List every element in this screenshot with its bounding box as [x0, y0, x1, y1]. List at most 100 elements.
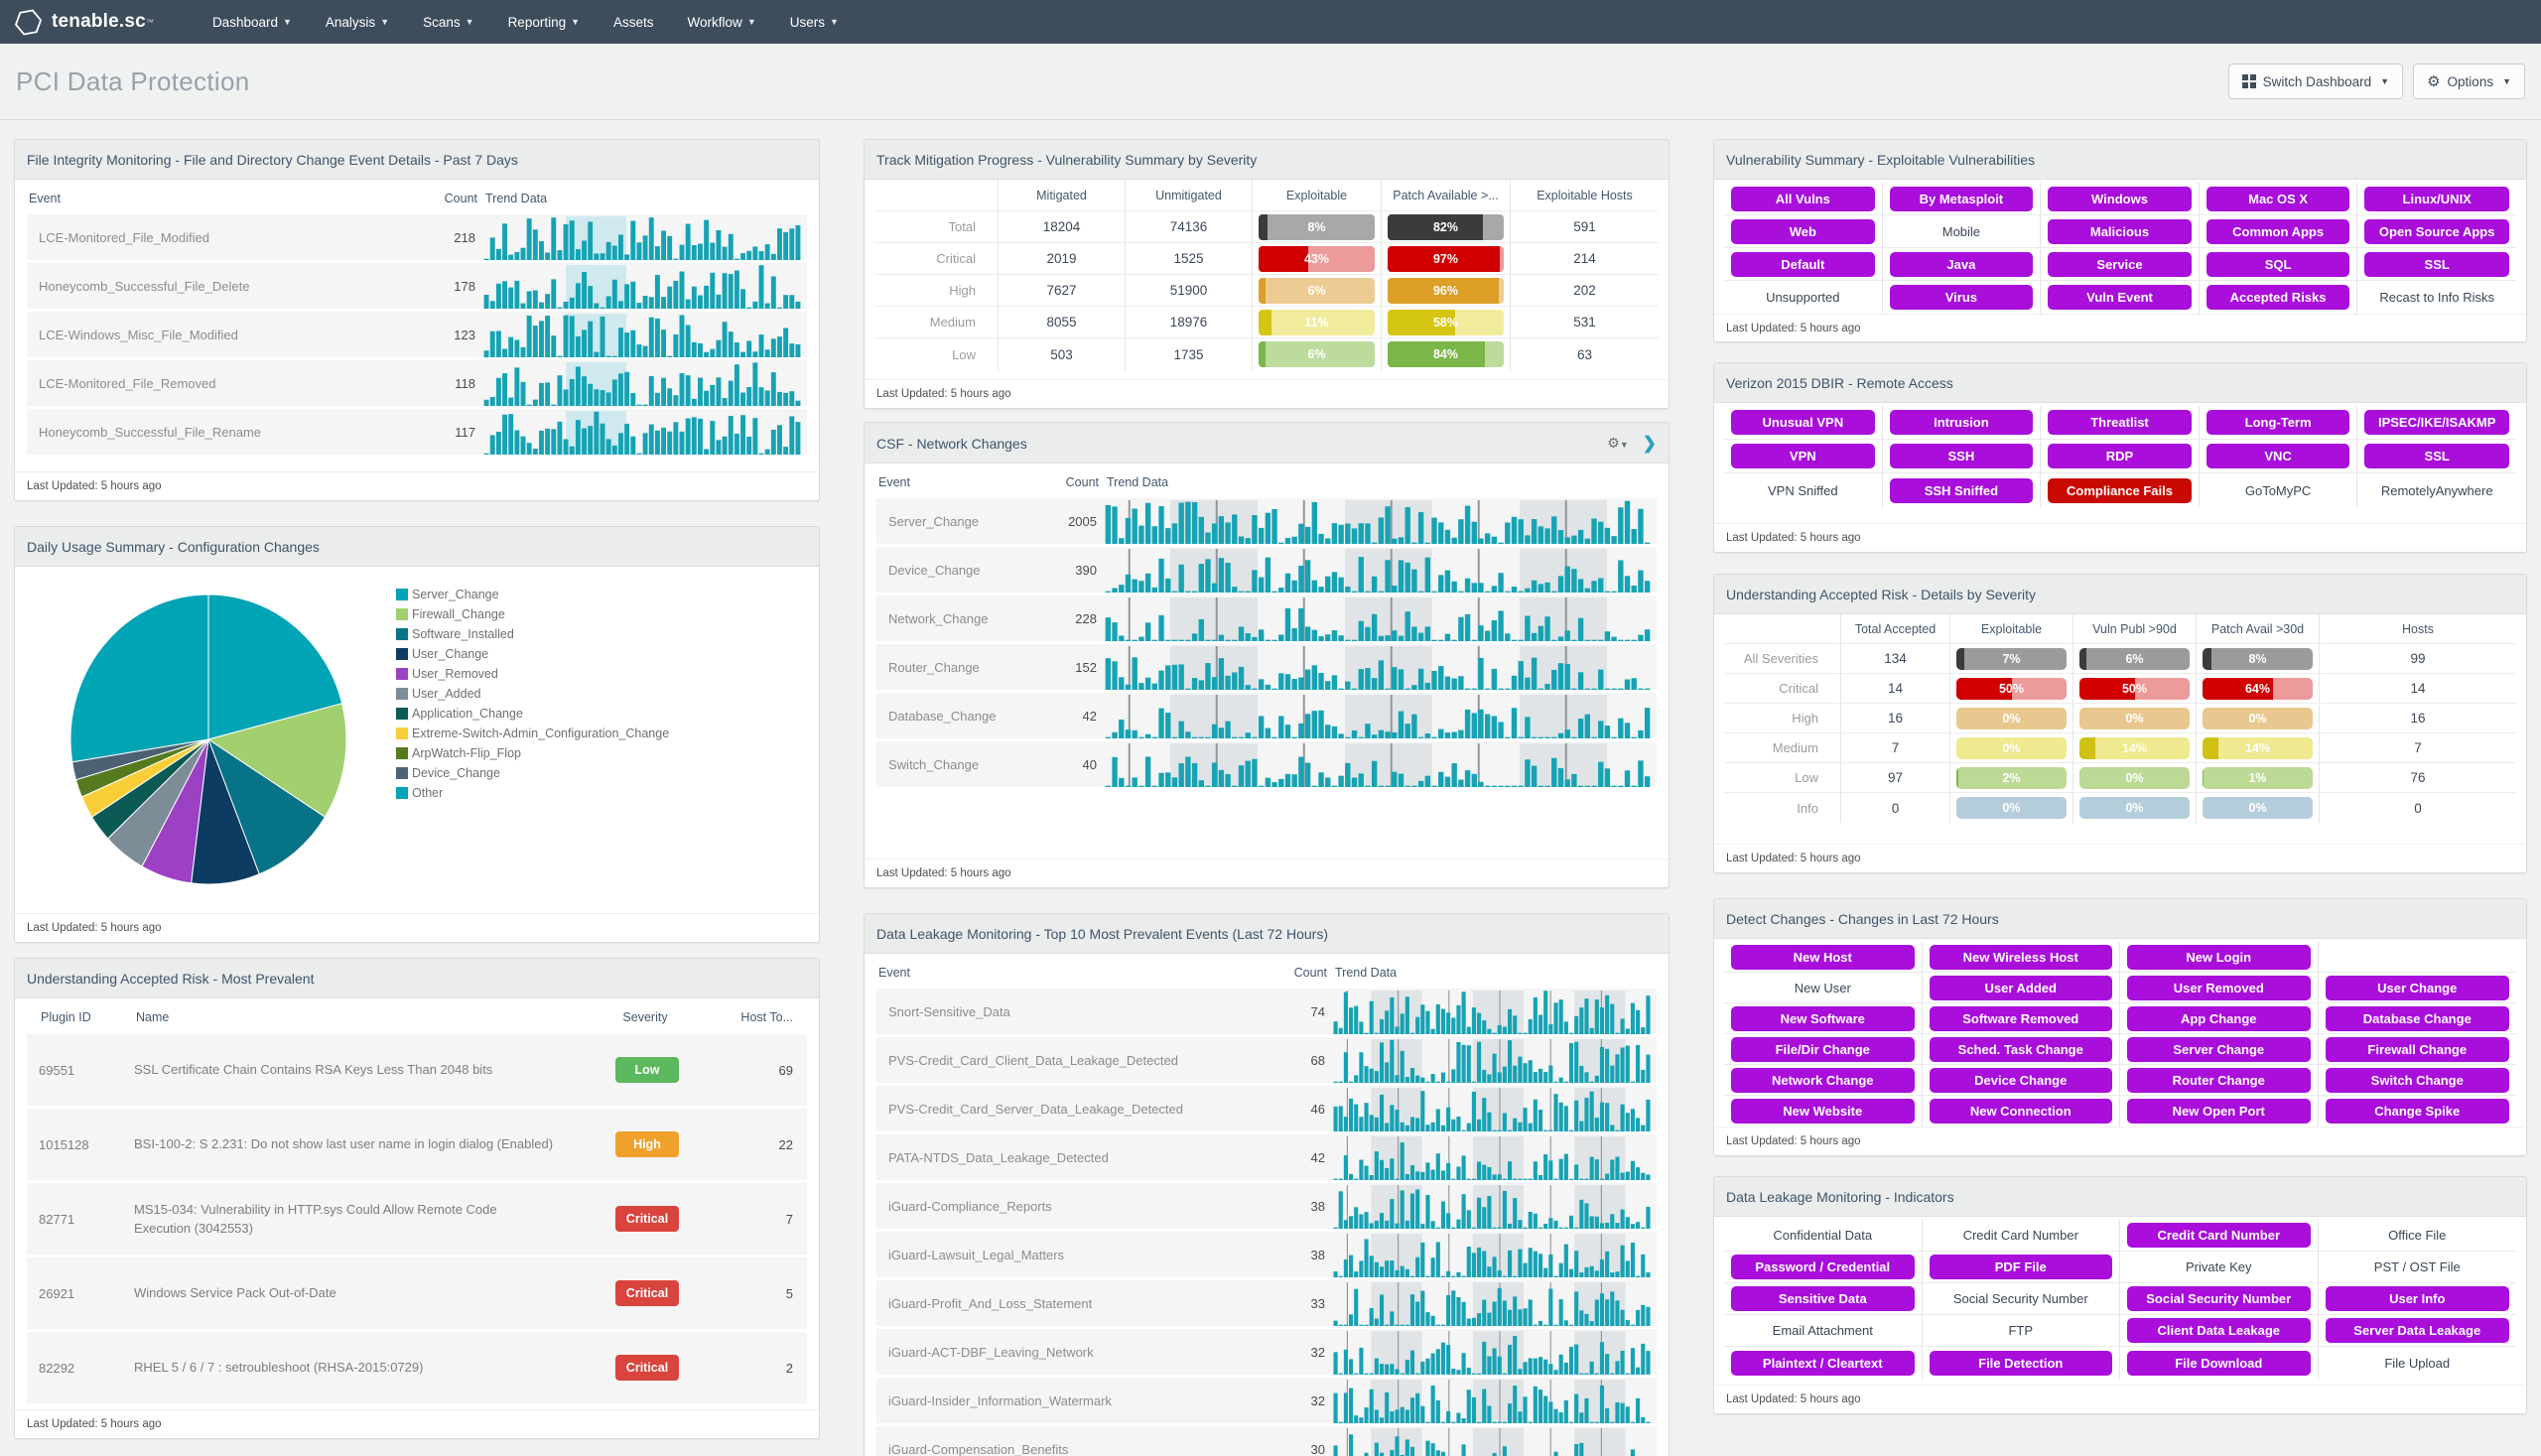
table-row[interactable]: iGuard-Insider_Information_Watermark 32 — [876, 1378, 1657, 1423]
table-row[interactable]: 69551 SSL Certificate Chain Contains RSA … — [27, 1034, 807, 1106]
matrix-cell-button[interactable]: Default — [1731, 251, 1875, 277]
matrix-cell-button[interactable]: Social Security Number — [2127, 1286, 2311, 1311]
matrix-cell-button[interactable]: Router Change — [2127, 1067, 2311, 1093]
matrix-cell-button[interactable]: User Change — [2325, 975, 2509, 1000]
matrix-cell-button[interactable]: Mac OS X — [2206, 186, 2350, 211]
matrix-cell-button[interactable]: SSH Sniffed — [1889, 477, 2034, 503]
matrix-cell-button[interactable]: User Added — [1929, 975, 2112, 1000]
table-row[interactable]: iGuard-Lawsuit_Legal_Matters 38 — [876, 1232, 1657, 1277]
nav-item-dashboard[interactable]: Dashboard ▼ — [196, 0, 309, 44]
table-row[interactable]: 82292 RHEL 5 / 6 / 7 : setroubleshoot (RH… — [27, 1332, 807, 1403]
tenable-sc-logo[interactable]: tenable.sc ™ — [14, 7, 154, 38]
table-row[interactable]: PATA-NTDS_Data_Leakage_Detected 42 — [876, 1134, 1657, 1180]
table-row[interactable]: High 16 0% 0% 0% 16 — [1724, 704, 2516, 733]
matrix-cell-button[interactable]: New Login — [2127, 944, 2311, 970]
matrix-cell-button[interactable]: Service — [2048, 251, 2192, 277]
table-row[interactable]: Honeycomb_Successful_File_Delete 178 — [27, 263, 807, 309]
matrix-cell-button[interactable]: New Open Port — [2127, 1099, 2311, 1124]
matrix-cell-button[interactable]: All Vulns — [1731, 186, 1875, 211]
table-row[interactable]: Database_Change 42 — [876, 693, 1657, 738]
table-row[interactable]: High 7627 51900 6% 96% 202 — [874, 275, 1659, 307]
matrix-cell-button[interactable]: SSL — [2364, 251, 2509, 277]
matrix-cell-button[interactable]: Open Source Apps — [2364, 218, 2509, 244]
table-row[interactable]: Low 503 1735 6% 84% 63 — [874, 338, 1659, 370]
table-row[interactable]: 1015128 BSI-100-2: S 2.231: Do not show l… — [27, 1109, 807, 1180]
matrix-cell-button[interactable]: Linux/UNIX — [2364, 186, 2509, 211]
matrix-cell-button[interactable]: PDF File — [1929, 1255, 2112, 1279]
table-row[interactable]: PVS-Credit_Card_Client_Data_Leakage_Dete… — [876, 1037, 1657, 1083]
matrix-cell-button[interactable]: Common Apps — [2206, 218, 2350, 244]
matrix-cell-button[interactable]: SSH — [1889, 444, 2034, 468]
matrix-cell-button[interactable]: App Change — [2127, 1005, 2311, 1031]
matrix-cell-button[interactable]: New Host — [1731, 944, 1915, 970]
table-row[interactable]: Critical 14 50% 50% 64% 14 — [1724, 674, 2516, 704]
table-row[interactable]: Honeycomb_Successful_File_Rename 117 — [27, 409, 807, 455]
matrix-cell-button[interactable]: Server Change — [2127, 1036, 2311, 1062]
table-row[interactable]: Network_Change 228 — [876, 596, 1657, 641]
table-row[interactable]: All Severities 134 7% 6% 8% 99 — [1724, 644, 2516, 674]
matrix-cell-button[interactable]: User Info — [2325, 1286, 2509, 1311]
matrix-cell-button[interactable]: New Website — [1731, 1099, 1915, 1124]
matrix-cell-button[interactable]: Windows — [2048, 186, 2192, 211]
matrix-cell-button[interactable]: Device Change — [1929, 1067, 2112, 1093]
matrix-cell-button[interactable]: Accepted Risks — [2206, 285, 2350, 310]
matrix-cell-button[interactable]: File Detection — [1929, 1350, 2112, 1376]
matrix-cell-button[interactable]: Sensitive Data — [1731, 1286, 1915, 1311]
matrix-cell-button[interactable]: Database Change — [2325, 1005, 2509, 1031]
nav-item-analysis[interactable]: Analysis ▼ — [309, 0, 406, 44]
table-row[interactable]: 26921 Windows Service Pack Out-of-Date Cri… — [27, 1257, 807, 1329]
matrix-cell-button[interactable]: By Metasploit — [1889, 186, 2034, 211]
matrix-cell-button[interactable]: New Wireless Host — [1929, 944, 2112, 970]
matrix-cell-button[interactable]: Software Removed — [1929, 1005, 2112, 1031]
matrix-cell-button[interactable]: File Download — [2127, 1350, 2311, 1376]
matrix-cell-button[interactable]: Web — [1731, 218, 1875, 244]
table-row[interactable]: Router_Change 152 — [876, 644, 1657, 690]
table-row[interactable]: 82771 MS15-034: Vulnerability in HTTP.sys… — [27, 1183, 807, 1255]
panel-expand-chevron-right-icon[interactable]: ❯ — [1642, 434, 1657, 453]
matrix-cell-button[interactable]: Intrusion — [1889, 410, 2034, 435]
matrix-cell-button[interactable]: Threatlist — [2048, 410, 2192, 435]
nav-item-users[interactable]: Users ▼ — [773, 0, 856, 44]
table-row[interactable]: Switch_Change 40 — [876, 741, 1657, 787]
matrix-cell-button[interactable]: VPN — [1731, 444, 1875, 468]
matrix-cell-button[interactable]: Malicious — [2048, 218, 2192, 244]
matrix-cell-button[interactable]: New Connection — [1929, 1099, 2112, 1124]
table-row[interactable]: Medium 8055 18976 11% 58% 531 — [874, 307, 1659, 338]
options-button[interactable]: ⚙ Options ▼ — [2413, 64, 2525, 99]
table-row[interactable]: Critical 2019 1525 43% 97% 214 — [874, 243, 1659, 275]
matrix-cell-button[interactable]: Switch Change — [2325, 1067, 2509, 1093]
matrix-cell-button[interactable]: Unusual VPN — [1731, 410, 1875, 435]
table-row[interactable]: Info 0 0% 0% 0% 0 — [1724, 793, 2516, 823]
matrix-cell-button[interactable]: Compliance Fails — [2048, 477, 2192, 503]
nav-item-workflow[interactable]: Workflow ▼ — [671, 0, 773, 44]
matrix-cell-button[interactable]: SSL — [2364, 444, 2509, 468]
matrix-cell-button[interactable]: Vuln Event — [2048, 285, 2192, 310]
table-row[interactable]: LCE-Monitored_File_Modified 218 — [27, 214, 807, 260]
matrix-cell-button[interactable]: Java — [1889, 251, 2034, 277]
matrix-cell-button[interactable]: Firewall Change — [2325, 1036, 2509, 1062]
table-row[interactable]: PVS-Credit_Card_Server_Data_Leakage_Dete… — [876, 1086, 1657, 1131]
table-row[interactable]: iGuard-Compensation_Benefits 30 — [876, 1426, 1657, 1456]
matrix-cell-button[interactable]: Client Data Leakage — [2127, 1318, 2311, 1343]
matrix-cell-button[interactable]: Change Spike — [2325, 1099, 2509, 1124]
matrix-cell-button[interactable]: RDP — [2048, 444, 2192, 468]
matrix-cell-button[interactable]: New Software — [1731, 1005, 1915, 1031]
nav-item-scans[interactable]: Scans ▼ — [406, 0, 490, 44]
table-row[interactable]: Device_Change 390 — [876, 547, 1657, 593]
matrix-cell-button[interactable]: Network Change — [1731, 1067, 1915, 1093]
matrix-cell-button[interactable]: VNC — [2206, 444, 2350, 468]
matrix-cell-button[interactable]: IPSEC/IKE/ISAKMP — [2364, 410, 2509, 435]
matrix-cell-button[interactable]: Password / Credential — [1731, 1255, 1915, 1279]
table-row[interactable]: Medium 7 0% 14% 14% 7 — [1724, 733, 2516, 763]
table-row[interactable]: iGuard-ACT-DBF_Leaving_Network 32 — [876, 1329, 1657, 1375]
table-row[interactable]: Total 18204 74136 8% 82% 591 — [874, 211, 1659, 243]
table-row[interactable]: Low 97 2% 0% 1% 76 — [1724, 763, 2516, 793]
table-row[interactable]: LCE-Windows_Misc_File_Modified 123 — [27, 312, 807, 357]
matrix-cell-button[interactable]: Plaintext / Cleartext — [1731, 1350, 1915, 1376]
table-row[interactable]: LCE-Monitored_File_Removed 118 — [27, 360, 807, 406]
nav-item-reporting[interactable]: Reporting ▼ — [491, 0, 597, 44]
switch-dashboard-button[interactable]: Switch Dashboard ▼ — [2227, 64, 2404, 99]
nav-item-assets[interactable]: Assets — [597, 0, 671, 44]
matrix-cell-button[interactable]: File/Dir Change — [1731, 1036, 1915, 1062]
matrix-cell-button[interactable]: Credit Card Number — [2127, 1223, 2311, 1248]
